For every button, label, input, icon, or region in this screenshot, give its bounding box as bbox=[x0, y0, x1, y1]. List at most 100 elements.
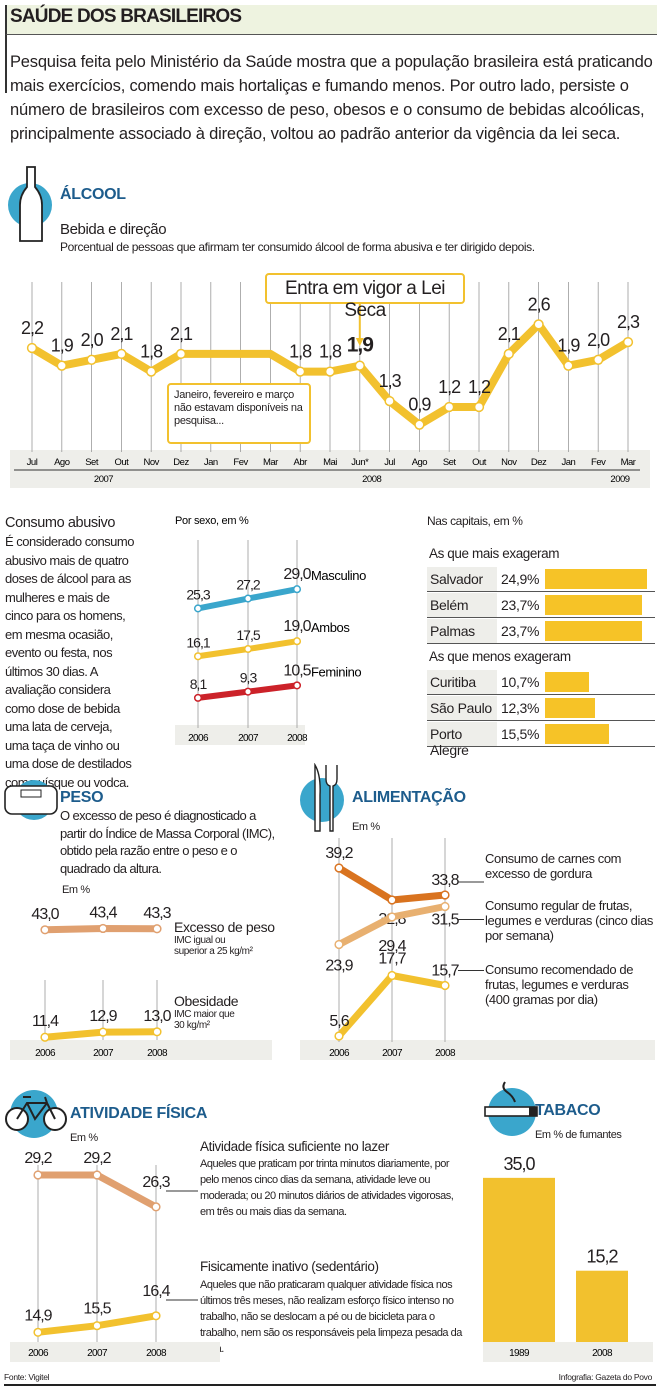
consumo-title: Consumo abusivo bbox=[5, 515, 116, 531]
callout-lei-seca: Entra em vigor a Lei Seca bbox=[265, 273, 465, 321]
data-point bbox=[563, 360, 574, 371]
bar bbox=[576, 1270, 628, 1342]
capital-bar bbox=[545, 621, 643, 641]
intro-text: Pesquisa feita pelo Ministério da Saúde … bbox=[10, 53, 653, 143]
data-label: 29,4 bbox=[378, 938, 406, 955]
data-point bbox=[56, 360, 67, 371]
capital-name: Palmas bbox=[427, 619, 497, 643]
mais-title: As que mais exageram bbox=[429, 546, 560, 561]
data-label: 13,0 bbox=[143, 1008, 171, 1025]
data-label: 1,2 bbox=[468, 377, 491, 397]
data-point bbox=[146, 366, 157, 377]
fork-knife-icon bbox=[314, 763, 338, 832]
data-point bbox=[622, 336, 634, 348]
data-label: 29,0 bbox=[283, 566, 311, 583]
data-label: 31,5 bbox=[431, 912, 459, 929]
capital-row: Salvador 24,9% bbox=[427, 567, 655, 592]
unit-label: Em % bbox=[352, 821, 380, 833]
data-point bbox=[243, 644, 253, 654]
tick-label: 2007 bbox=[93, 1048, 114, 1059]
section-title-alimentacao: ALIMENTAÇÃO bbox=[352, 789, 466, 806]
unit-label: Em % bbox=[70, 1132, 98, 1144]
section-title-tabaco: TABACO bbox=[535, 1102, 601, 1119]
capital-name: Porto Alegre bbox=[427, 722, 497, 758]
data-point bbox=[473, 401, 485, 413]
capital-name: Curitiba bbox=[427, 670, 497, 694]
data-label: 1,8 bbox=[289, 342, 312, 362]
data-label: 29,2 bbox=[24, 1150, 52, 1167]
scale-icon bbox=[4, 785, 58, 815]
data-label: 43,3 bbox=[143, 905, 171, 922]
axis-band bbox=[300, 1040, 655, 1060]
data-point bbox=[292, 637, 302, 646]
tick-label: Jan bbox=[204, 457, 218, 468]
axis-band bbox=[10, 450, 650, 488]
data-point bbox=[444, 401, 455, 413]
data-label: 11,4 bbox=[32, 1013, 59, 1030]
data-label: 2,0 bbox=[81, 330, 104, 350]
data-point bbox=[152, 1027, 162, 1037]
series-label: Atividade física suficiente no lazer bbox=[200, 1139, 389, 1154]
capital-name: São Paulo bbox=[427, 696, 497, 720]
tick-label: Ago bbox=[54, 457, 70, 468]
data-point bbox=[387, 970, 397, 981]
bar bbox=[483, 1177, 555, 1342]
data-point bbox=[152, 924, 162, 934]
tick-label: Fev bbox=[591, 457, 606, 468]
data-label: 27,2 bbox=[236, 577, 260, 593]
data-label: 0,9 bbox=[408, 395, 431, 415]
capital-name: Salvador bbox=[427, 567, 497, 591]
data-label: 16,1 bbox=[186, 634, 210, 650]
tick-label: 2008 bbox=[147, 1048, 168, 1059]
capital-value: 12,3% bbox=[501, 700, 540, 716]
capital-row: São Paulo 12,3% bbox=[427, 696, 655, 721]
source: Fonte: Vigitel bbox=[4, 1372, 50, 1382]
peso-text: O excesso de peso é diagnosticado a part… bbox=[60, 808, 275, 876]
data-point bbox=[354, 360, 365, 371]
axis-band bbox=[10, 1342, 220, 1362]
section-circle bbox=[300, 778, 344, 822]
data-point bbox=[334, 863, 344, 873]
data-point bbox=[26, 342, 38, 354]
tick-label: 2008 bbox=[287, 733, 308, 744]
series-note: IMC igual ou superior a 25 kg/m² bbox=[174, 935, 253, 957]
series-label: Consumo de carnes com excesso de gordura bbox=[485, 851, 622, 881]
data-label: 19,0 bbox=[283, 618, 311, 635]
series-text: Aqueles que praticam por trinta minutos … bbox=[200, 1158, 454, 1218]
series-label: Excesso de peso bbox=[174, 919, 275, 935]
tick-label: Mar bbox=[263, 457, 278, 468]
divider bbox=[5, 35, 7, 93]
tick-label: 2006 bbox=[35, 1048, 56, 1059]
data-label: 2,0 bbox=[587, 330, 610, 350]
capital-bar bbox=[545, 698, 596, 718]
tick-label: Mar bbox=[621, 457, 636, 468]
data-label: 35,0 bbox=[503, 1154, 535, 1174]
tick-label: Mai bbox=[323, 457, 337, 468]
data-label: 1,9 bbox=[51, 336, 74, 356]
data-point bbox=[193, 604, 203, 613]
axis-band bbox=[175, 725, 305, 745]
data-point bbox=[151, 1202, 161, 1212]
data-point bbox=[86, 354, 97, 365]
year-label: 2007 bbox=[94, 474, 113, 485]
data-point bbox=[98, 923, 108, 934]
tick-label: Nov bbox=[501, 457, 517, 468]
tick-label: Jul bbox=[27, 457, 38, 468]
data-point bbox=[387, 895, 397, 905]
capital-value: 23,7% bbox=[501, 597, 540, 613]
data-point bbox=[151, 1311, 161, 1321]
cigarette-icon bbox=[484, 1081, 538, 1117]
tick-label: Nov bbox=[143, 457, 159, 468]
tick-label: 1989 bbox=[509, 1348, 530, 1359]
data-label: 2,1 bbox=[170, 324, 193, 344]
data-point bbox=[193, 652, 203, 661]
capital-bar bbox=[545, 724, 609, 744]
data-label: 43,0 bbox=[31, 906, 59, 923]
year-label: 2009 bbox=[610, 474, 629, 485]
page-title: SAÚDE DOS BRASILEIROS bbox=[10, 6, 242, 27]
data-label: 26,3 bbox=[142, 1174, 170, 1191]
data-label: 2,3 bbox=[617, 312, 640, 332]
data-point bbox=[243, 687, 253, 696]
data-point bbox=[193, 693, 203, 702]
